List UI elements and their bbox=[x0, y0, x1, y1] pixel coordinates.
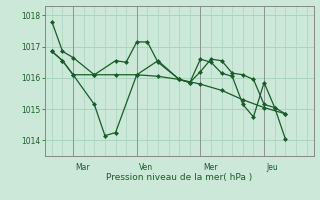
X-axis label: Pression niveau de la mer( hPa ): Pression niveau de la mer( hPa ) bbox=[106, 173, 252, 182]
Text: Jeu: Jeu bbox=[267, 163, 278, 172]
Text: Mer: Mer bbox=[203, 163, 218, 172]
Text: Ven: Ven bbox=[140, 163, 154, 172]
Text: Mar: Mar bbox=[76, 163, 90, 172]
